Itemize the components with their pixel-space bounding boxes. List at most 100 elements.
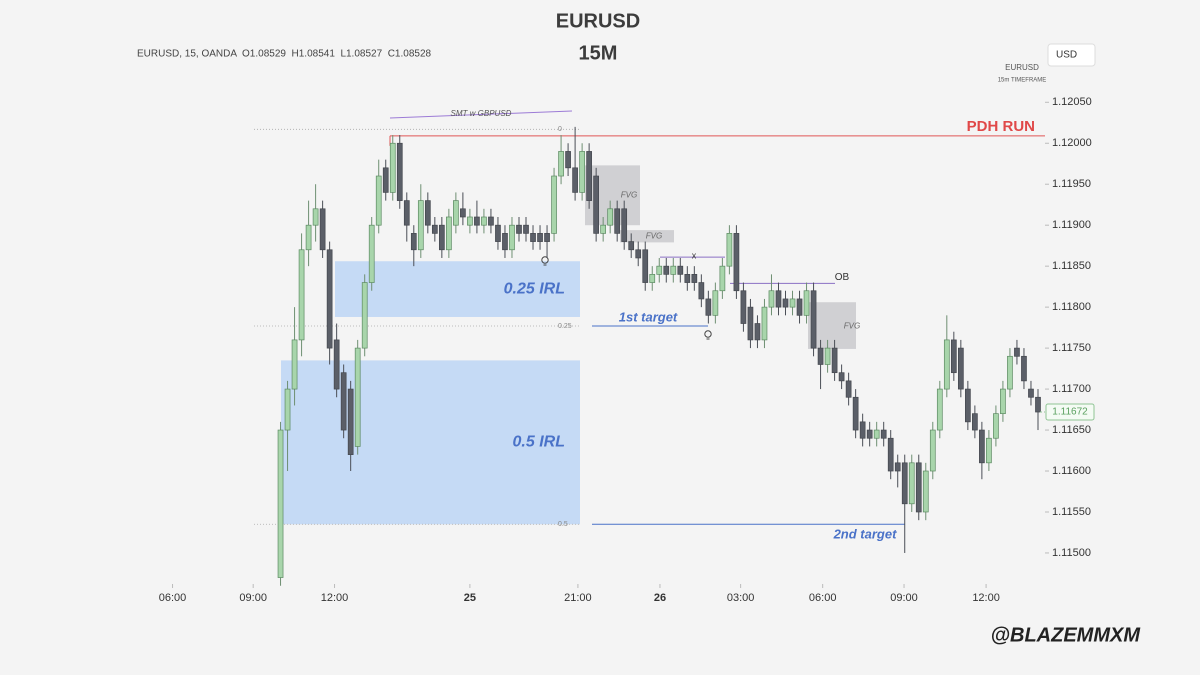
candle-body xyxy=(810,290,817,349)
y-tick-label: 1.11700 xyxy=(1052,383,1091,395)
candle-body xyxy=(607,208,614,226)
candle-body xyxy=(572,167,578,193)
x-tick-label: 25 xyxy=(464,592,476,604)
candle-body xyxy=(1021,355,1027,382)
candle-body xyxy=(446,216,452,251)
y-tick-label: 1.11950 xyxy=(1052,178,1091,190)
candle-body xyxy=(488,216,494,226)
candle-body xyxy=(880,429,887,439)
last-price-box xyxy=(1045,403,1095,421)
x-tick-label: 26 xyxy=(654,592,666,604)
candle-body xyxy=(403,200,410,226)
candle-body xyxy=(375,175,382,226)
chart-title: EURUSD xyxy=(556,10,640,32)
candle-body xyxy=(368,224,375,283)
candle-body xyxy=(972,413,978,431)
candle-body xyxy=(642,249,649,283)
candle-body xyxy=(635,249,642,259)
candle-body xyxy=(621,208,628,242)
symbol-info: EURUSD, 15, OANDA O1.08529 H1.08541 L1.0… xyxy=(137,49,432,60)
x-tick-label: 06:00 xyxy=(809,592,837,604)
candle-body xyxy=(824,347,831,365)
x-tick-label: 09:00 xyxy=(890,592,918,604)
candle-body xyxy=(677,265,684,275)
candle-body xyxy=(733,233,740,292)
candle-body xyxy=(474,216,480,226)
y-tick-label: 1.11500 xyxy=(1052,547,1091,559)
fib-label: 0.5 xyxy=(558,521,568,528)
candle-body xyxy=(305,224,312,251)
candle-body xyxy=(551,175,557,234)
candle-body xyxy=(530,233,536,242)
legend-subtitle: 15m TIMEFRAME xyxy=(998,78,1047,84)
candle-body xyxy=(326,249,333,349)
candle-body xyxy=(460,208,466,218)
candle-body xyxy=(894,462,901,472)
candle-body xyxy=(775,290,782,308)
candle-body xyxy=(523,224,529,234)
candle-body xyxy=(950,339,957,374)
smt-label: SMT w GBPUSD xyxy=(451,109,512,118)
candle-body xyxy=(410,233,417,251)
pdh-label: PDH RUN xyxy=(967,118,1035,135)
candle-body xyxy=(803,290,810,316)
candle-body xyxy=(901,462,908,505)
last-price-label: 1.11672 xyxy=(1052,407,1088,418)
candle-body xyxy=(993,413,999,439)
candle-body xyxy=(431,224,438,234)
candle-body xyxy=(670,265,677,275)
fib-label: 0 xyxy=(558,126,562,133)
candle-body xyxy=(1035,396,1041,413)
candle-body xyxy=(908,462,915,505)
candle-body xyxy=(817,347,824,365)
candle-body xyxy=(579,151,585,193)
y-tick-label: 1.11850 xyxy=(1052,260,1091,272)
y-tick-label: 1.11750 xyxy=(1052,342,1091,354)
ob-label: OB xyxy=(835,272,850,283)
candle-body xyxy=(698,282,705,300)
candle-body xyxy=(593,175,599,234)
candle-body xyxy=(789,298,796,308)
candle-body xyxy=(922,470,929,513)
candle-body xyxy=(312,208,319,226)
currency-label[interactable]: USD xyxy=(1056,50,1077,61)
candle-body xyxy=(936,388,943,431)
candle-body xyxy=(887,437,894,472)
candle-body xyxy=(761,306,768,341)
candle-body xyxy=(558,151,564,177)
candle-body xyxy=(915,462,922,513)
candle-body xyxy=(705,298,712,316)
candle-body xyxy=(340,372,347,431)
candle-body xyxy=(831,347,838,374)
candle-body xyxy=(565,151,571,169)
x-tick-label: 12:00 xyxy=(321,592,349,604)
y-tick-label: 1.11550 xyxy=(1052,506,1091,518)
fvg-label: FVG xyxy=(621,190,637,199)
candle-body xyxy=(943,339,950,390)
candle-body xyxy=(509,224,515,251)
candle-body xyxy=(628,241,635,251)
candle-body xyxy=(347,388,354,455)
candle-body xyxy=(1007,355,1013,390)
fvg-label: FVG xyxy=(844,321,860,330)
candle-body xyxy=(424,200,431,226)
irl-label: 0.5 IRL xyxy=(513,434,565,451)
candle-body xyxy=(502,233,508,251)
candle-body xyxy=(712,290,719,316)
candle-body xyxy=(1028,388,1034,398)
x-label: x xyxy=(692,251,697,261)
candle-body xyxy=(537,233,543,242)
candle-body xyxy=(382,167,389,193)
candle-body xyxy=(663,265,670,275)
candle-body xyxy=(740,290,747,324)
candle-body xyxy=(979,429,985,464)
y-tick-label: 1.11600 xyxy=(1052,465,1091,477)
plot-area: 1.11500 1.11550 1.11600 1.11650 1.11700 1.117… xyxy=(159,96,1095,604)
chart-subtitle: 15M xyxy=(579,42,618,64)
candle-body xyxy=(965,388,971,423)
candle-body xyxy=(438,224,445,251)
currency-button[interactable] xyxy=(1047,43,1096,67)
bulb-icon xyxy=(704,330,712,338)
smt-line xyxy=(389,110,573,119)
